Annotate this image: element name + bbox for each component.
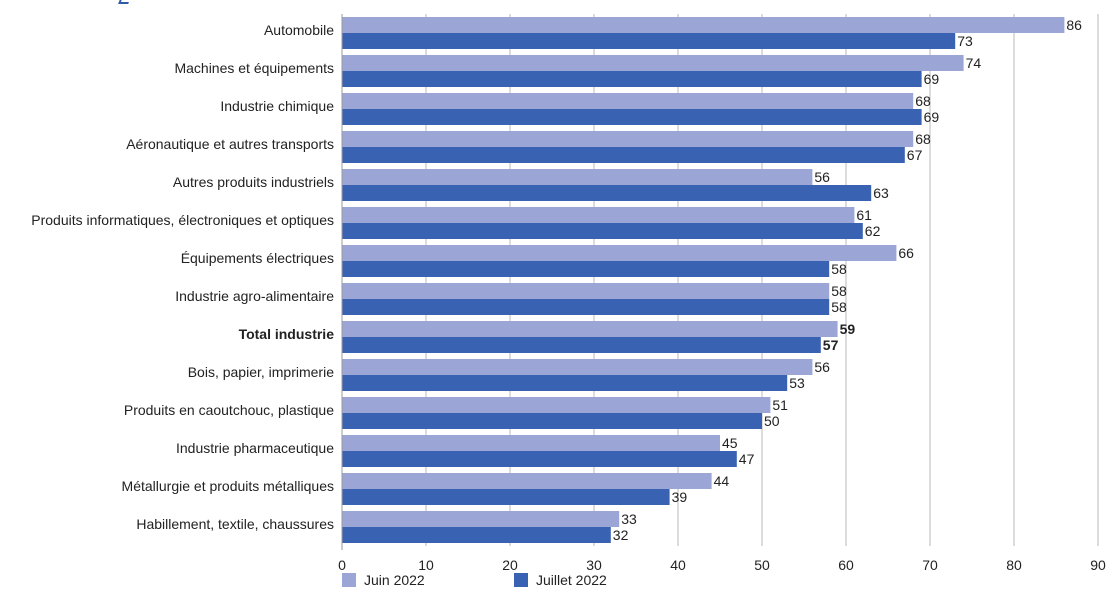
- x-tick-label-80: 80: [1006, 557, 1022, 573]
- category-label-equipements-electriques: Équipements électriques: [181, 250, 334, 266]
- value-label-juillet-produits-informatiques-electroniques-et-optiques: 62: [865, 223, 881, 239]
- value-label-juillet-industrie-chimique: 69: [924, 109, 940, 125]
- category-label-automobile: Automobile: [264, 22, 334, 38]
- category-label-habillement-textile-chaussures: Habillement, textile, chaussures: [136, 516, 334, 532]
- bar-juin-aeronautique-et-autres-transports: [342, 131, 914, 147]
- value-label-juin-produits-en-caoutchouc-plastique: 51: [772, 397, 788, 413]
- category-label-autres-produits-industriels: Autres produits industriels: [173, 174, 334, 190]
- bar-juillet-industrie-chimique: [342, 109, 922, 125]
- x-tick-label-30: 30: [586, 557, 602, 573]
- bar-juin-autres-produits-industriels: [342, 169, 813, 185]
- bar-juin-metallurgie-et-produits-metalliques: [342, 473, 712, 489]
- category-label-machines-et-equipements: Machines et équipements: [174, 60, 334, 76]
- value-label-juin-autres-produits-industriels: 56: [814, 169, 830, 185]
- value-label-juin-aeronautique-et-autres-transports: 68: [915, 131, 931, 147]
- bar-juillet-total-industrie: [342, 337, 821, 353]
- x-tick-label-70: 70: [922, 557, 938, 573]
- bar-juillet-metallurgie-et-produits-metalliques: [342, 489, 670, 505]
- bar-juillet-machines-et-equipements: [342, 71, 922, 87]
- bar-juillet-equipements-electriques: [342, 261, 830, 277]
- bar-juillet-habillement-textile-chaussures: [342, 527, 611, 543]
- value-label-juin-industrie-chimique: 68: [915, 93, 931, 109]
- x-tick-label-0: 0: [338, 557, 346, 573]
- value-label-juillet-equipements-electriques: 58: [831, 261, 847, 277]
- value-label-juillet-produits-en-caoutchouc-plastique: 50: [764, 413, 780, 429]
- category-label-aeronautique-et-autres-transports: Aéronautique et autres transports: [126, 136, 334, 152]
- bar-juin-industrie-agro-alimentaire: [342, 283, 830, 299]
- x-tick-label-50: 50: [754, 557, 770, 573]
- x-tick-label-20: 20: [502, 557, 518, 573]
- category-label-total-industrie: Total industrie: [239, 326, 335, 342]
- value-label-juin-produits-informatiques-electroniques-et-optiques: 61: [856, 207, 872, 223]
- x-tick-label-60: 60: [838, 557, 854, 573]
- value-label-juin-habillement-textile-chaussures: 33: [621, 511, 637, 527]
- value-label-juillet-habillement-textile-chaussures: 32: [613, 527, 629, 543]
- value-label-juin-machines-et-equipements: 74: [966, 55, 982, 71]
- bar-juillet-aeronautique-et-autres-transports: [342, 147, 905, 163]
- legend-label-juin: Juin 2022: [364, 572, 425, 588]
- value-label-juin-bois-papier-imprimerie: 56: [814, 359, 830, 375]
- bar-juillet-autres-produits-industriels: [342, 185, 872, 201]
- category-label-bois-papier-imprimerie: Bois, papier, imprimerie: [188, 364, 334, 380]
- bar-juin-equipements-electriques: [342, 245, 897, 261]
- bar-juin-produits-informatiques-electroniques-et-optiques: [342, 207, 855, 223]
- value-label-juillet-total-industrie: 57: [823, 337, 839, 353]
- category-label-metallurgie-et-produits-metalliques: Métallurgie et produits métalliques: [122, 478, 334, 494]
- legend-swatch-juillet: [514, 573, 528, 587]
- x-tick-label-10: 10: [418, 557, 434, 573]
- category-label-industrie-pharmaceutique: Industrie pharmaceutique: [176, 440, 334, 456]
- value-label-juin-automobile: 86: [1066, 17, 1082, 33]
- value-label-juillet-automobile: 73: [957, 33, 973, 49]
- category-label-produits-informatiques-electroniques-et-optiques: Produits informatiques, électroniques et…: [31, 212, 334, 228]
- bar-juillet-produits-en-caoutchouc-plastique: [342, 413, 762, 429]
- bar-juillet-bois-papier-imprimerie: [342, 375, 788, 391]
- x-tick-label-40: 40: [670, 557, 686, 573]
- value-label-juin-equipements-electriques: 66: [898, 245, 914, 261]
- bar-juillet-produits-informatiques-electroniques-et-optiques: [342, 223, 863, 239]
- value-label-juillet-machines-et-equipements: 69: [924, 71, 940, 87]
- value-label-juin-total-industrie: 59: [840, 321, 856, 337]
- value-label-juillet-industrie-pharmaceutique: 47: [739, 451, 755, 467]
- value-label-juin-industrie-agro-alimentaire: 58: [831, 283, 847, 299]
- value-label-juillet-industrie-agro-alimentaire: 58: [831, 299, 847, 315]
- category-label-industrie-agro-alimentaire: Industrie agro-alimentaire: [175, 288, 334, 304]
- bar-juin-total-industrie: [342, 321, 838, 337]
- value-label-juillet-metallurgie-et-produits-metalliques: 39: [672, 489, 688, 505]
- category-label-industrie-chimique: Industrie chimique: [220, 98, 334, 114]
- bar-juillet-industrie-agro-alimentaire: [342, 299, 830, 315]
- value-label-juillet-autres-produits-industriels: 63: [873, 185, 889, 201]
- bar-juin-bois-papier-imprimerie: [342, 359, 813, 375]
- bar-juin-industrie-chimique: [342, 93, 914, 109]
- legend-label-juillet: Juillet 2022: [536, 572, 607, 588]
- value-label-juillet-aeronautique-et-autres-transports: 67: [907, 147, 923, 163]
- legend-swatch-juin: [342, 573, 356, 587]
- bar-juin-industrie-pharmaceutique: [342, 435, 720, 451]
- bar-juillet-industrie-pharmaceutique: [342, 451, 737, 467]
- bar-juin-machines-et-equipements: [342, 55, 964, 71]
- category-label-produits-en-caoutchouc-plastique: Produits en caoutchouc, plastique: [124, 402, 334, 418]
- bar-juillet-automobile: [342, 33, 956, 49]
- bar-juin-habillement-textile-chaussures: [342, 511, 620, 527]
- bar-juin-automobile: [342, 17, 1065, 33]
- value-label-juin-industrie-pharmaceutique: 45: [722, 435, 738, 451]
- value-label-juin-metallurgie-et-produits-metalliques: 44: [714, 473, 730, 489]
- x-tick-label-90: 90: [1090, 557, 1106, 573]
- bar-juin-produits-en-caoutchouc-plastique: [342, 397, 771, 413]
- value-label-juillet-bois-papier-imprimerie: 53: [789, 375, 805, 391]
